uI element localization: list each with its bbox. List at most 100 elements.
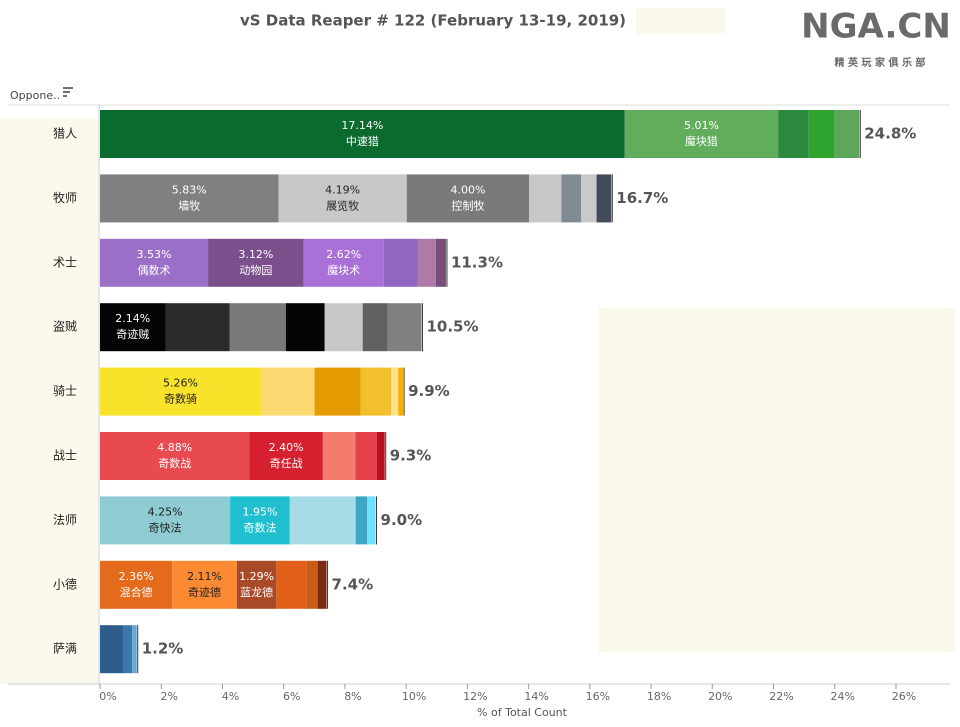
overlay-box: [598, 308, 955, 652]
bar-segment: [278, 174, 407, 223]
total-label: 9.0%: [381, 511, 423, 529]
segment-value-label: 2.62%: [326, 248, 361, 261]
bar-segment: [100, 110, 625, 158]
bar-segment: [367, 496, 376, 545]
bar-segment: [100, 303, 166, 352]
segment-name-label: 奇迹贼: [116, 327, 149, 341]
bar-segment: [303, 238, 384, 287]
bar-segment: [132, 625, 137, 674]
bar-segment: [778, 110, 809, 158]
bar-segment: [391, 367, 399, 416]
x-tick-label: 2%: [161, 690, 178, 703]
total-label: 10.5%: [426, 318, 478, 336]
bar-segment: [417, 238, 436, 287]
bar-segment: [276, 560, 307, 609]
segment-value-label: 1.95%: [242, 505, 277, 518]
bar-segment: [122, 625, 133, 674]
bar-segment: [100, 560, 173, 609]
bar-segment: [376, 432, 385, 480]
bar-segment: [561, 174, 582, 223]
x-tick-label: 12%: [463, 690, 487, 703]
x-tick-label: 14%: [524, 690, 548, 703]
logo: NGA.CN: [801, 7, 951, 47]
bar-segment: [834, 110, 860, 158]
bar-segment: [596, 174, 612, 223]
x-tick-label: 16%: [586, 690, 610, 703]
segment-name-label: 偶数术: [138, 264, 171, 277]
bar-segment: [261, 367, 315, 416]
bar-segment: [360, 367, 392, 416]
x-tick-label: 26%: [892, 690, 916, 703]
bar-segment: [249, 432, 323, 480]
y-tick-label: 盗贼: [53, 319, 77, 334]
bar-segment: [229, 303, 286, 352]
x-tick-label: 24%: [831, 690, 855, 703]
bar-segment: [581, 174, 597, 223]
segment-name-label: 奇数战: [158, 457, 191, 470]
segment-name-label: 魔块术: [327, 263, 360, 277]
bar-segment: [236, 560, 277, 609]
segment-value-label: 5.01%: [684, 119, 719, 132]
bar-segment: [100, 496, 231, 545]
bar-segment: [406, 174, 530, 223]
segment-value-label: 4.19%: [325, 183, 360, 196]
segment-value-label: 5.26%: [163, 377, 198, 390]
segment-value-label: 4.88%: [157, 441, 192, 454]
segment-name-label: 展览牧: [326, 198, 359, 212]
bar-segment: [100, 432, 250, 480]
segment-value-label: 2.11%: [187, 570, 222, 583]
x-tick-label: 4%: [222, 690, 239, 703]
segment-value-label: 2.40%: [269, 441, 304, 454]
segment-name-label: 蓝龙德: [240, 585, 273, 599]
segment-value-label: 2.14%: [115, 312, 150, 325]
segment-name-label: 动物园: [239, 263, 272, 277]
logo-bg: [794, 2, 960, 72]
bar-segment: [324, 303, 363, 352]
bar-segment: [624, 110, 779, 158]
segment-value-label: 4.00%: [451, 183, 486, 196]
row-header-panel: [0, 118, 98, 684]
y-tick-label: 猎人: [53, 127, 77, 141]
y-tick-label: 小德: [53, 576, 77, 591]
segment-value-label: 3.12%: [238, 248, 273, 261]
bar-segment: [387, 303, 422, 352]
y-tick-label: 牧师: [53, 191, 77, 205]
segment-name-label: 魔块猎: [685, 134, 718, 148]
bar-segment: [322, 432, 356, 480]
total-label: 24.8%: [864, 125, 916, 143]
header-label: Oppone..: [10, 89, 60, 102]
segment-value-label: 17.14%: [341, 119, 383, 132]
total-label: 1.2%: [142, 640, 184, 658]
bar-segment: [435, 238, 446, 287]
segment-name-label: 奇迹德: [188, 585, 221, 599]
bar-segment: [285, 303, 325, 352]
segment-name-label: 中速猎: [346, 134, 379, 148]
sort-icon[interactable]: [63, 87, 73, 97]
bar-segment: [208, 238, 304, 287]
segment-name-label: 控制牧: [451, 198, 484, 212]
total-label: 7.4%: [332, 575, 374, 593]
segment-value-label: 3.53%: [137, 248, 172, 261]
chart-title: vS Data Reaper # 122 (February 13-19, 20…: [240, 12, 626, 30]
bar-segment: [289, 496, 356, 545]
x-tick-label: 22%: [769, 690, 793, 703]
y-tick-label: 骑士: [53, 384, 77, 398]
bar-segment: [398, 367, 404, 416]
bar-segment: [355, 496, 368, 545]
bar-segment: [100, 238, 209, 287]
y-tick-label: 萨满: [53, 642, 77, 656]
segment-name-label: 混合德: [120, 585, 153, 599]
total-label: 16.7%: [616, 189, 668, 207]
logo-subtitle: 精 英 玩 家 俱 乐 部: [835, 56, 926, 69]
segment-name-label: 奇数法: [243, 520, 276, 534]
total-label: 9.9%: [408, 382, 450, 400]
bar-segment: [355, 432, 377, 480]
bar-segment: [165, 303, 230, 352]
x-tick-label: 6%: [283, 690, 300, 703]
x-axis-title: % of Total Count: [477, 706, 568, 719]
bar-segment: [317, 560, 327, 609]
total-label: 9.3%: [390, 447, 432, 465]
segment-name-label: 奇任战: [270, 457, 303, 470]
segment-value-label: 1.29%: [239, 570, 274, 583]
